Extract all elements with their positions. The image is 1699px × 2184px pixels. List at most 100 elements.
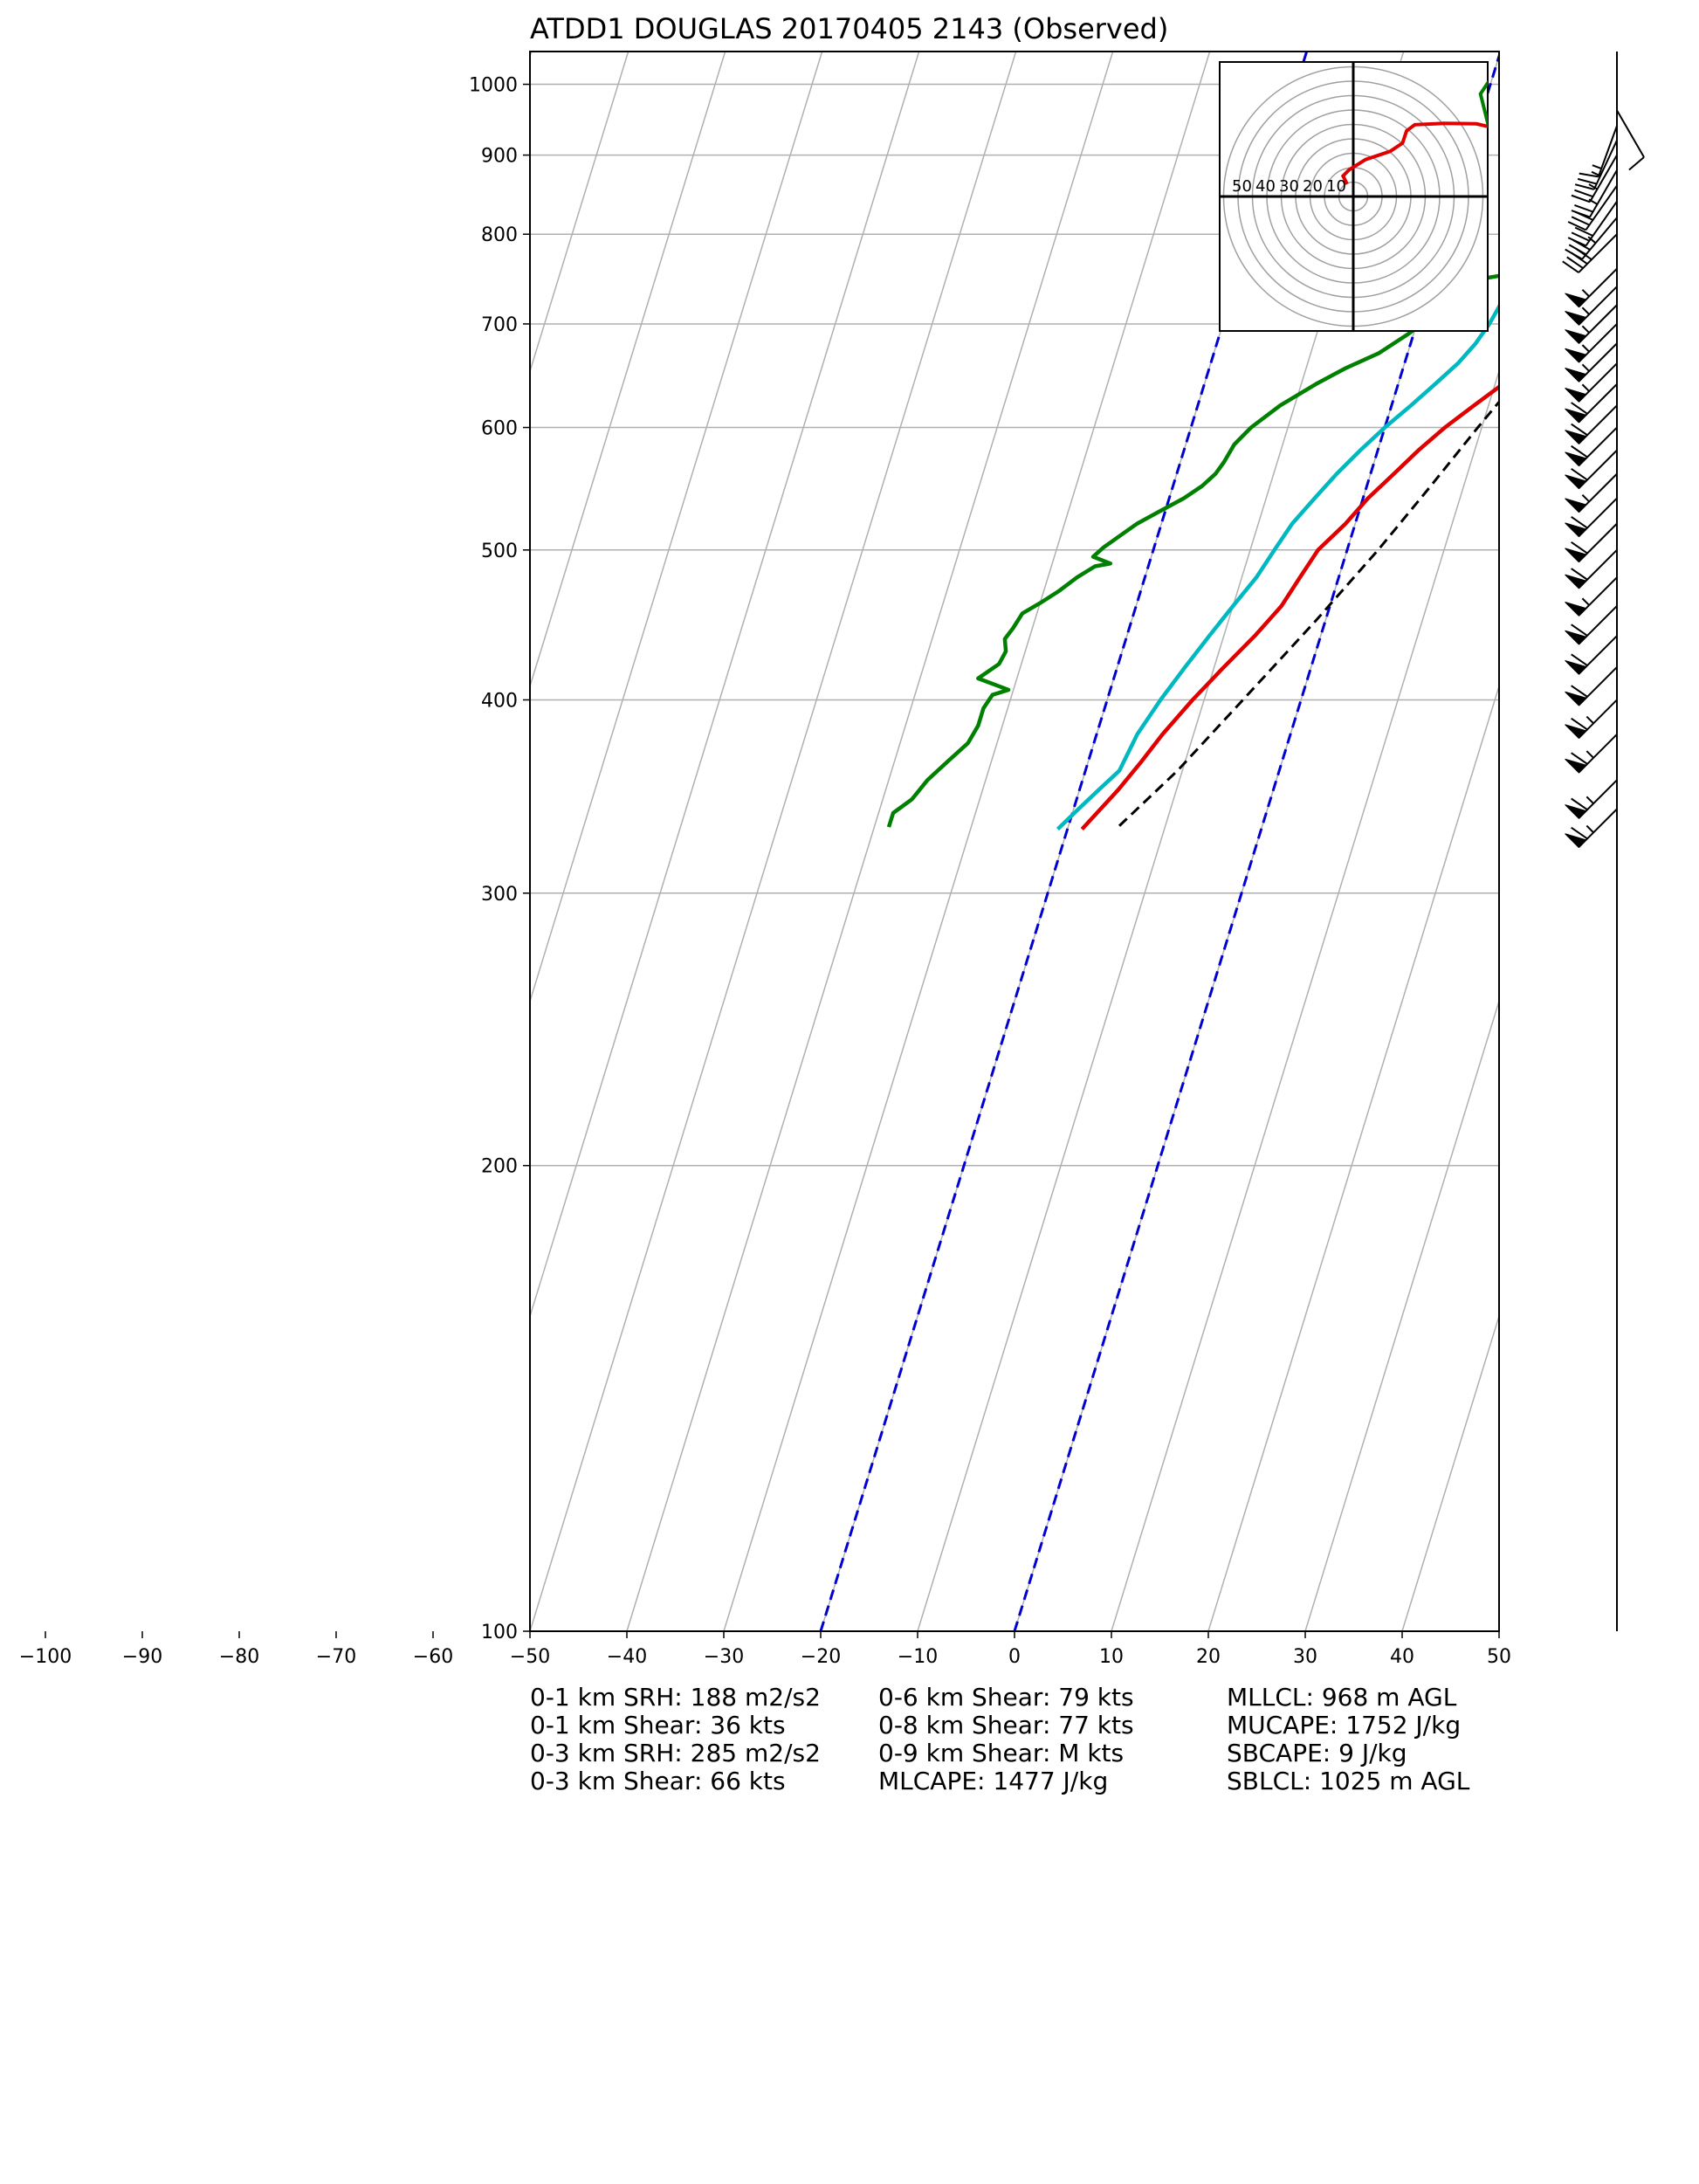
wind-barb-column [1562,52,1645,1631]
barb-feather [1571,468,1588,481]
isotherm-line [626,52,1114,1631]
barb-pennant [1565,293,1587,308]
isotherm-line [0,52,144,1631]
barb-half-feather [1587,236,1597,245]
barb-pennant [1565,368,1587,382]
isotherm-line [0,52,435,1631]
wind-barb [1565,699,1618,740]
barb-feather [1574,204,1593,213]
y-tick-label: 700 [481,314,518,336]
barb-feather [1571,251,1588,265]
wind-barb [1565,342,1618,382]
y-tick-label: 900 [481,146,518,168]
x-tick-label: 50 [1487,1646,1511,1668]
wind-barb [1565,426,1618,467]
hodograph-ring-label: 20 [1303,177,1323,196]
barb-half-feather [1581,307,1590,315]
barb-pennant [1565,691,1587,706]
stat-srh-0-3: 0-3 km SRH: 285 m2/s2 [530,1739,821,1767]
wind-barb [1565,323,1618,363]
barb-pennant [1565,348,1587,363]
y-tick-label: 600 [481,418,518,440]
isotherm-line [1207,684,1499,1631]
profile-layer [886,110,1699,831]
stats-column-1: 0-1 km SRH: 188 m2/s2 0-1 km Shear: 36 k… [530,1684,821,1795]
x-tick-label: 0 [1008,1646,1021,1668]
barb-feather [1571,752,1588,765]
barb-feather [1571,515,1588,529]
y-tick-label: 500 [481,541,518,562]
barb-pennant [1565,602,1587,617]
barb-feather [1567,221,1586,231]
barb-shaft [1581,217,1618,260]
barb-pennant [1565,833,1587,849]
barb-feather [1628,156,1645,171]
wind-barb [1565,522,1618,563]
profile-series-1 [1505,110,1699,384]
barb-half-feather [1581,383,1590,392]
hodograph-inset: 50 40 30 20 10 [1219,61,1489,332]
hodograph-ring-label: 10 [1326,177,1346,196]
barb-half-feather [1581,344,1590,353]
barb-pennant [1565,659,1587,675]
x-tick-label: −100 [19,1646,72,1668]
wind-barb [1565,383,1618,424]
x-tick-label: 40 [1390,1646,1414,1668]
isotherm-line [530,52,726,689]
x-tick-label: 10 [1099,1646,1124,1668]
barb-pennant [1565,724,1587,740]
profile-series-3 [886,273,1499,828]
stat-shear-0-6: 0-6 km Shear: 79 kts [878,1683,1134,1712]
profile-series-2 [1056,301,1499,831]
x-tick-label: −20 [801,1646,841,1668]
wind-barb [1565,605,1618,645]
x-tick-label: −30 [704,1646,744,1668]
barb-half-feather [1588,183,1599,190]
y-tick-label: 200 [481,1156,518,1178]
hodograph-trace-low [1340,121,1488,185]
stat-mllcl: MLLCL: 968 m AGL [1227,1683,1457,1712]
barb-half-feather [1581,363,1590,372]
isotherm-line [1304,998,1499,1631]
hodograph-ring-label: 50 [1232,177,1252,196]
wind-barb [1565,449,1618,490]
isotherm-line [723,52,1211,1631]
isotherm-line [0,52,47,1631]
barb-feather [1574,183,1595,190]
barb-shaft [1578,233,1618,273]
wind-barb [1565,472,1618,513]
barb-pennant [1565,498,1587,513]
barb-pennant [1565,522,1587,538]
isotherm-line [530,52,629,374]
barb-feather [1571,231,1590,242]
x-tick-label: −80 [219,1646,259,1668]
barb-feather [1571,624,1588,637]
barb-half-feather [1592,164,1602,169]
stat-mlcape: MLCAPE: 1477 J/kg [878,1767,1109,1795]
barb-feather [1571,797,1588,811]
barb-half-feather [1586,796,1594,804]
stat-shear-0-8: 0-8 km Shear: 77 kts [878,1711,1134,1740]
barb-pennant [1565,329,1587,344]
wind-barb [1565,549,1618,589]
barb-half-feather [1586,715,1594,725]
stat-mucape: MUCAPE: 1752 J/kg [1227,1711,1462,1740]
barb-feather [1574,210,1593,221]
barb-half-feather [1586,750,1594,759]
x-tick-label: −90 [122,1646,162,1668]
barb-pennant [1565,430,1587,444]
barb-half-feather [1581,493,1590,503]
wind-barb [1565,808,1618,849]
barb-feather [1571,194,1591,203]
x-tick-label: −10 [898,1646,938,1668]
barb-feather [1566,256,1584,269]
barb-shaft [1585,184,1618,231]
barb-feather [1571,444,1588,458]
isotherm-line [0,52,241,1631]
y-tick-label: 1000 [469,75,518,97]
wind-barb [1616,109,1645,171]
barb-half-feather [1581,289,1590,298]
wind-barb [1574,140,1618,190]
wind-barb [1562,233,1618,273]
barb-pennant [1565,548,1587,563]
